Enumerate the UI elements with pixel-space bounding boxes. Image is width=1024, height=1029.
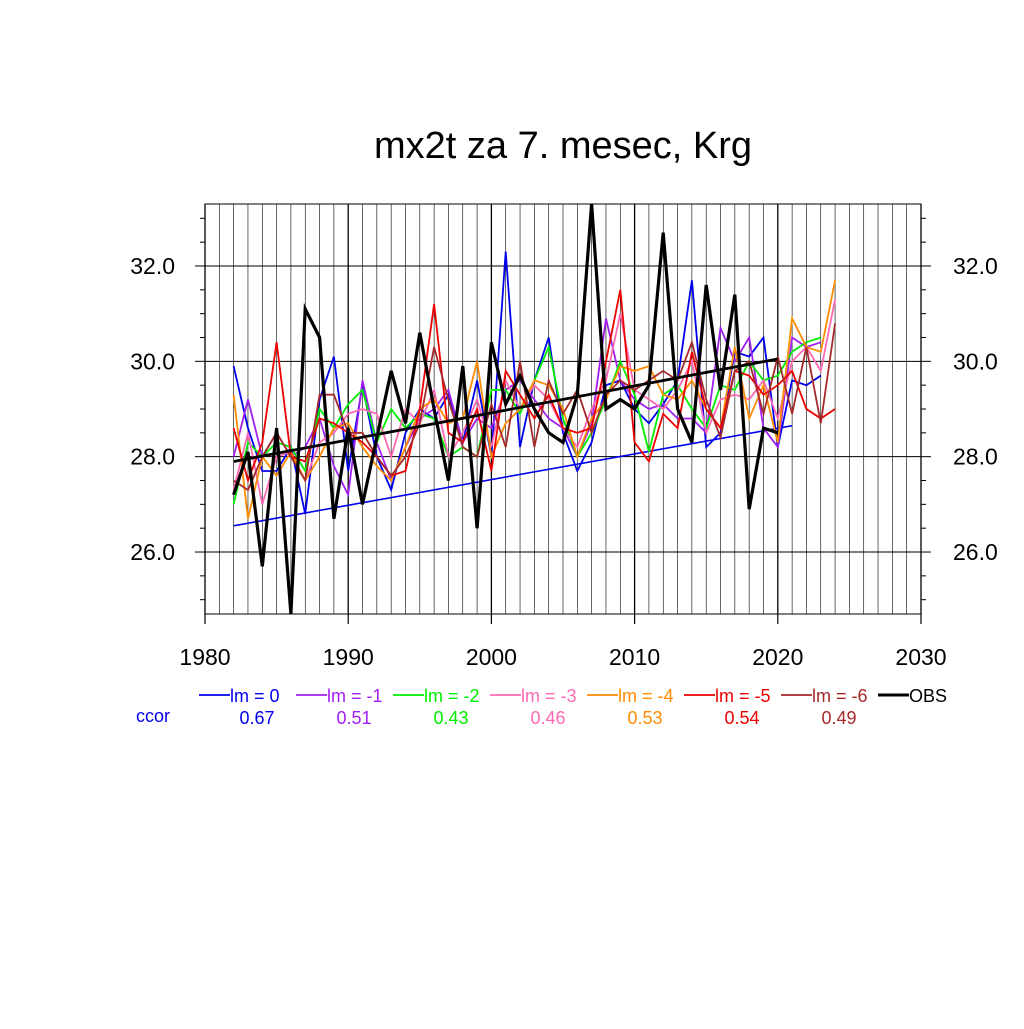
series-lines	[232, 203, 836, 615]
x-tick-label: 2000	[466, 644, 517, 670]
legend-ccor-value: 0.67	[239, 708, 274, 728]
legend: ccor lm = 00.67 lm = -10.51 lm = -20.43 lm =…	[136, 686, 947, 728]
x-tick-label: 2030	[895, 644, 946, 670]
legend-ccor-value: 0.54	[724, 708, 759, 728]
y-tick-label-left: 32.0	[130, 253, 175, 279]
series-line	[233, 323, 836, 492]
legend-label: lm = 0	[230, 686, 280, 706]
y-tick-label-left: 26.0	[130, 539, 175, 565]
y-tick-label-right: 30.0	[953, 348, 998, 374]
legend-label: lm = -1	[327, 686, 383, 706]
series-line	[232, 299, 836, 505]
y-tick-label-right: 32.0	[953, 253, 998, 279]
legend-label: lm = -3	[521, 686, 577, 706]
legend-label: lm = -4	[618, 686, 674, 706]
chart-title: mx2t za 7. mesec, Krg	[374, 125, 752, 167]
legend-ccor-value: 0.49	[821, 708, 856, 728]
ccor-label: ccor	[136, 706, 170, 726]
legend-ccor-value: 0.53	[627, 708, 662, 728]
legend-ccor-value: 0.43	[433, 708, 468, 728]
trend-lines	[233, 424, 793, 527]
series-line	[232, 203, 779, 615]
legend-ccor-value: 0.51	[336, 708, 371, 728]
x-tick-label: 2020	[752, 644, 803, 670]
legend-label: lm = -2	[424, 686, 480, 706]
x-tick-label: 1990	[323, 644, 374, 670]
x-tick-label: 2010	[609, 644, 660, 670]
legend-label: lm = -6	[812, 686, 868, 706]
legend-label: OBS	[909, 686, 947, 706]
trend-line	[233, 357, 779, 463]
axis-ticks: 1980 1990 2000 2010 2020 2030 26.0 26.0 28.0 28.0…	[130, 217, 998, 670]
trend-line	[233, 424, 793, 527]
legend-ccor-value: 0.46	[530, 708, 565, 728]
y-tick-label-right: 26.0	[953, 539, 998, 565]
x-tick-label: 1980	[179, 644, 230, 670]
y-tick-label-right: 28.0	[953, 444, 998, 470]
y-tick-label-left: 30.0	[130, 348, 175, 374]
legend-label: lm = -5	[715, 686, 771, 706]
y-tick-label-left: 28.0	[130, 444, 175, 470]
series-line	[232, 280, 836, 519]
